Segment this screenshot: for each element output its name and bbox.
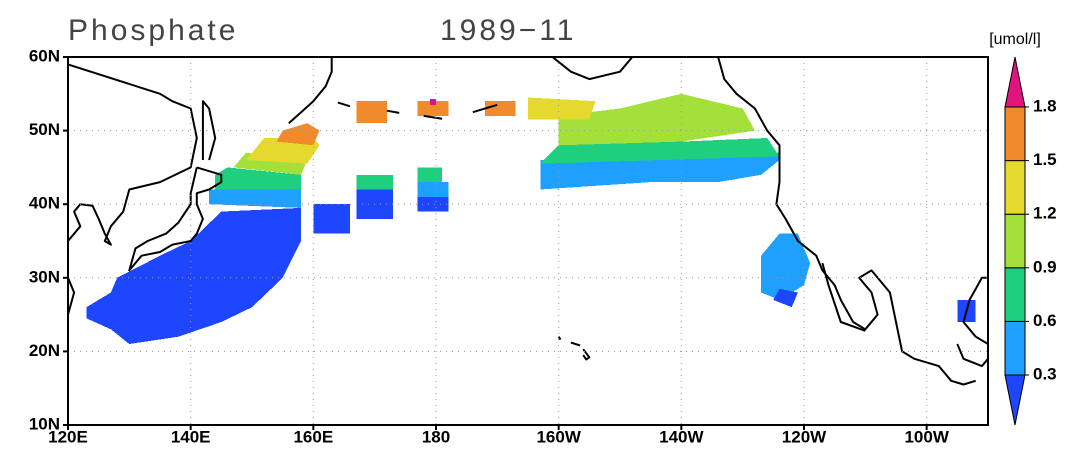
field-patch [761,233,811,300]
field-layer [86,93,976,344]
x-tick-label: 160W [536,427,581,446]
title: Phosphate [68,14,238,47]
colorbar-label: [umol/l] [989,31,1041,48]
x-tick-label: 120W [782,427,827,446]
colorbar-segment [1004,106,1026,162]
map-frame [67,56,989,426]
field-patch [773,288,798,308]
coastline [67,63,198,246]
colorbar-segment [1004,160,1026,215]
coastline [288,57,333,124]
field-patch [528,97,596,120]
field-patch [86,207,302,344]
colorbar-tick-label: 1.2 [1033,204,1057,223]
y-tick-label: 20N [29,341,60,360]
coastline [570,341,581,347]
coastline [821,262,866,332]
field-patch [417,101,449,116]
field-patch [276,123,320,146]
field-patch [417,182,449,197]
field-patch [540,138,780,164]
field-patch [429,99,436,105]
axes-layer: 10N 20N 30N 40N 50N 60N 120E 140E 160E 180 160W 140… [29,46,1057,446]
colorbar-tick-label: 0.3 [1033,364,1057,383]
coastline [423,114,443,120]
x-tick-label: 120E [48,427,88,446]
y-tick-label: 10N [29,414,60,433]
x-tick-label: 140W [659,427,704,446]
field-patch [356,101,387,124]
x-tick-label: 140E [171,427,211,446]
y-tick-label: 40N [29,194,60,213]
coastline [201,100,217,161]
field-patch [417,196,449,212]
colorbar-tick-label: 0.9 [1033,257,1057,276]
colorbar-tick-label: 1.5 [1033,150,1057,169]
colorbar-segment [1004,213,1026,269]
coastline [337,101,351,108]
colorbar-segment [1004,320,1026,376]
coastline [956,276,989,368]
field-patch [417,167,443,183]
colorbar-tick-label: 1.8 [1033,96,1057,115]
field-patch [356,174,394,190]
coastline [557,336,562,341]
coastline [582,348,591,361]
subtitle: 1989−11 [440,14,576,47]
coastline-layer [67,56,989,386]
field-patch [215,167,302,190]
coastline [386,109,400,114]
colorbar-tick-label: 0.6 [1033,311,1057,330]
colorbar-under [1004,374,1026,426]
colorbar-over [1004,56,1026,108]
field-patch [209,189,302,208]
y-tick-label: 50N [29,120,60,139]
coastline [128,166,223,272]
field-patch [313,204,351,234]
coastline [472,103,498,114]
x-tick-label: 180 [422,427,450,446]
x-tick-label: 100W [904,427,949,446]
coastline [717,56,976,386]
y-tick-label: 60N [29,46,60,65]
field-patch [485,101,516,116]
colorbar-segment [1004,267,1026,322]
x-tick-label: 160E [293,427,333,446]
y-tick-label: 30N [29,267,60,286]
field-patch [540,152,780,190]
field-patch [245,138,320,164]
field-patch [558,93,755,146]
coastline [551,56,634,81]
